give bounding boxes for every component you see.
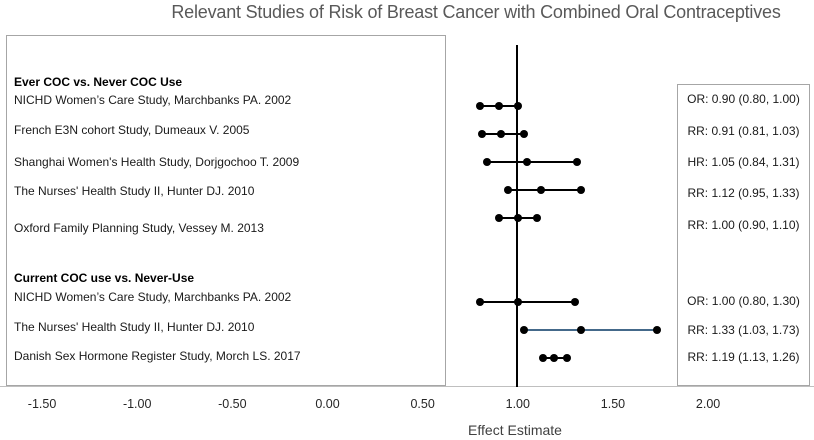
ci-upper-marker	[563, 354, 572, 362]
point-estimate-marker	[549, 354, 558, 362]
confidence-interval-line	[523, 329, 657, 331]
x-tick-label: -1.50	[27, 397, 57, 411]
ci-lower-marker	[494, 214, 503, 222]
chart-title: Relevant Studies of Risk of Breast Cance…	[171, 2, 781, 22]
ci-upper-marker	[652, 326, 661, 334]
ci-lower-marker	[475, 297, 484, 306]
point-estimate-marker	[513, 214, 522, 222]
x-axis-line	[0, 386, 814, 387]
ci-upper-marker	[572, 158, 581, 166]
estimate-annotation: RR: 1.19 (1.13, 1.26)	[687, 349, 800, 364]
ci-lower-marker	[483, 158, 492, 166]
study-label: NICHD Women’s Care Study, Marchbanks PA.…	[14, 289, 292, 304]
point-estimate-marker	[496, 130, 505, 138]
study-label: Shanghai Women's Health Study, Dorjgocho…	[14, 155, 300, 169]
group-header: Current COC use vs. Never-Use	[14, 270, 195, 285]
estimate-annotation: OR: 0.90 (0.80, 1.00)	[687, 92, 800, 106]
x-tick-label: 0.50	[410, 397, 435, 411]
confidence-interval-line	[479, 300, 575, 303]
study-label: Danish Sex Hormone Register Study, Morch…	[14, 348, 301, 363]
x-tick-label: 0.00	[315, 397, 340, 411]
x-axis-title: Effect Estimate	[468, 422, 562, 438]
ci-upper-marker	[570, 297, 579, 306]
x-tick-label: 1.00	[505, 397, 530, 411]
point-estimate-marker	[523, 158, 532, 166]
ci-lower-marker	[519, 326, 528, 334]
ci-lower-marker	[538, 354, 547, 362]
ci-upper-marker	[513, 101, 522, 110]
x-tick-label: 2.00	[695, 397, 721, 411]
ci-upper-marker	[532, 214, 541, 222]
group-header: Ever COC vs. Never COC Use	[14, 75, 183, 89]
study-label: The Nurses' Health Study II, Hunter DJ. …	[14, 319, 255, 334]
study-label: NICHD Women’s Care Study, Marchbanks PA.…	[14, 92, 292, 107]
estimate-annotation: RR: 1.00 (0.90, 1.10)	[687, 218, 800, 232]
estimates-panel	[677, 84, 810, 386]
confidence-interval-line	[487, 161, 577, 163]
study-label: Oxford Family Planning Study, Vessey M. …	[14, 220, 264, 235]
point-estimate-marker	[576, 326, 585, 334]
x-tick-label: 1.50	[600, 397, 626, 411]
estimate-annotation: OR: 1.00 (0.80, 1.30)	[687, 293, 800, 308]
ci-upper-marker	[576, 186, 585, 194]
point-estimate-marker	[494, 101, 503, 110]
x-tick-label: -0.50	[218, 397, 247, 411]
point-estimate-marker	[513, 297, 522, 306]
estimate-annotation: RR: 1.12 (0.95, 1.33)	[687, 186, 800, 200]
x-tick-label: -1.00	[122, 397, 152, 411]
study-labels-panel	[6, 35, 446, 386]
estimate-annotation: RR: 1.33 (1.03, 1.73)	[687, 322, 800, 337]
study-label: The Nurses' Health Study II, Hunter DJ. …	[14, 184, 255, 198]
point-estimate-marker	[536, 186, 545, 194]
ci-lower-marker	[477, 130, 486, 138]
ci-lower-marker	[475, 101, 484, 110]
study-label: French E3N cohort Study, Dumeaux V. 2005	[14, 122, 250, 137]
estimate-annotation: HR: 1.05 (0.84, 1.31)	[687, 154, 800, 169]
estimate-annotation: RR: 0.91 (0.81, 1.03)	[687, 123, 800, 138]
ci-upper-marker	[519, 130, 528, 138]
ci-lower-marker	[504, 186, 513, 194]
